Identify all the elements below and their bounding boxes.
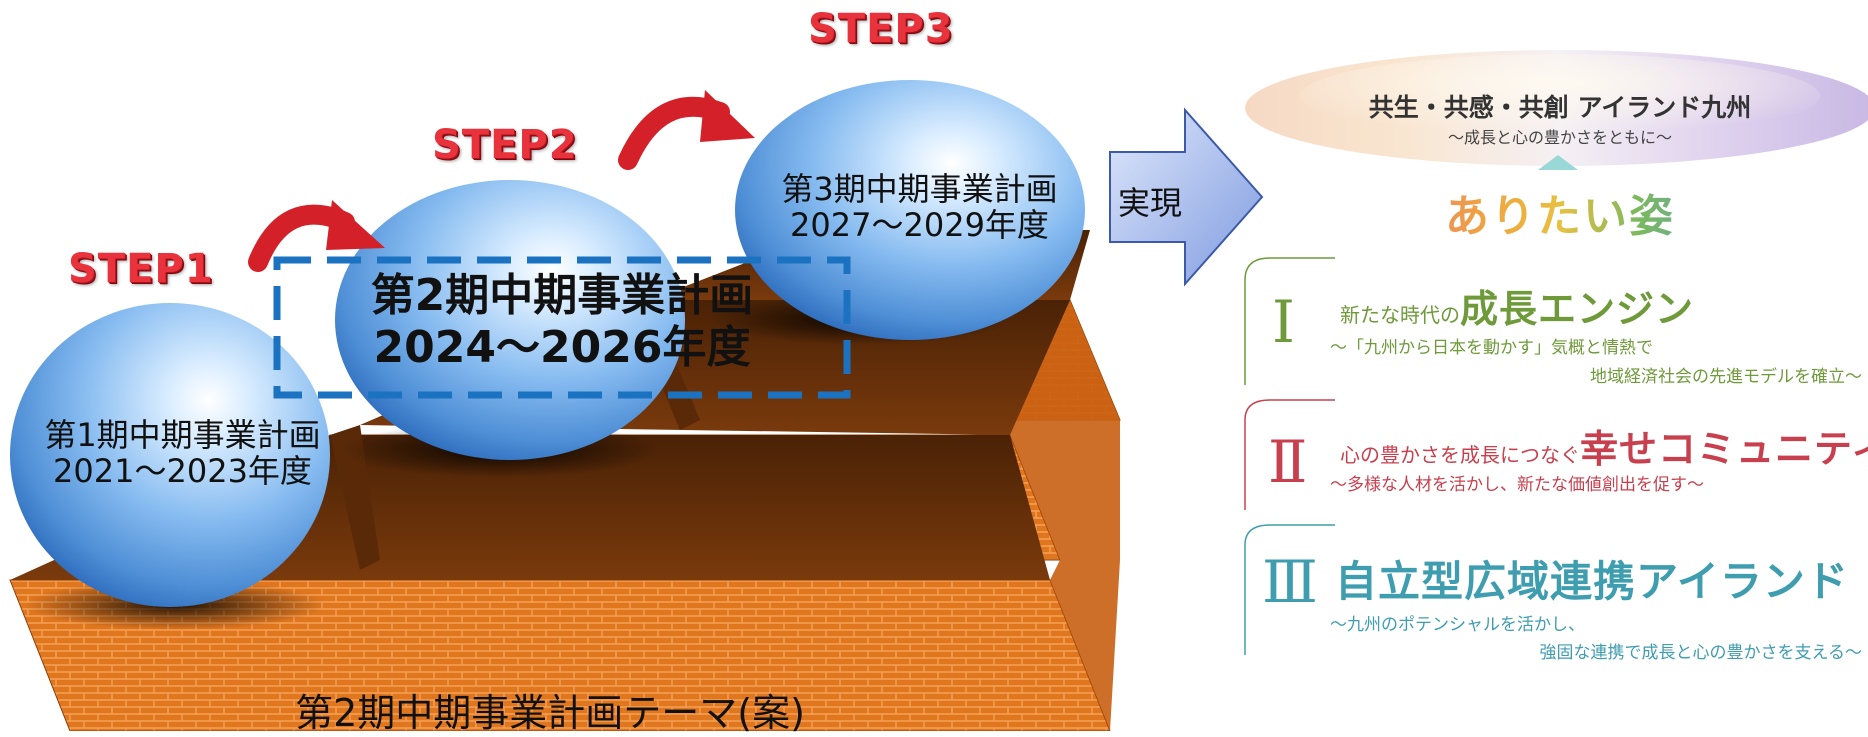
sphere-2 — [335, 180, 685, 460]
stair-riser-1 — [330, 425, 380, 570]
pillar-1-sub2: 地域経済社会の先進モデルを確立～ — [1590, 367, 1862, 387]
pillar-1-lead: 新たな時代の — [1340, 303, 1460, 327]
pillar-2-emphasis: 幸せコミュニティ — [1580, 427, 1868, 471]
connector-triangle — [1538, 155, 1578, 170]
pillar-1-numeral: Ⅰ — [1272, 288, 1295, 356]
sphere-1 — [10, 303, 330, 607]
pillar-frame-3 — [1244, 524, 1335, 655]
block-arrow — [1109, 107, 1264, 287]
plan-3: 第3期中期事業計画 2027～2029年度 — [742, 170, 1097, 244]
stair-side — [1000, 300, 1120, 731]
plan-1-title: 第1期中期事業計画 — [44, 416, 321, 454]
pillar-3-numeral: Ⅲ — [1262, 548, 1318, 616]
pillar-3-sub2: 強固な連携で成長と心の豊かさを支える～ — [1539, 643, 1863, 663]
plan-1: 第1期中期事業計画 2021～2023年度 — [10, 416, 355, 490]
pillar-1-sub1: ～「九州から日本を動かす」気概と情熱で — [1330, 338, 1653, 358]
vision-title: 共生・共感・共創 アイランド九州 — [1368, 93, 1752, 122]
step1-label: STEP1 — [68, 246, 214, 292]
pillar-1-emphasis: 成長エンジン — [1460, 287, 1695, 331]
sphere-3 — [735, 80, 1085, 340]
plan-2-period: 2024～2026年度 — [373, 321, 751, 373]
plan-3-title: 第3期中期事業計画 — [781, 170, 1058, 208]
plan-3-period: 2027～2029年度 — [790, 205, 1049, 244]
pillar-2-numeral: Ⅱ — [1268, 428, 1308, 496]
ideal-heading: ありたい姿 — [1360, 180, 1760, 244]
step3-label: STEP3 — [808, 6, 954, 52]
plan-2: 第2期中期事業計画 2024～2026年度 — [282, 270, 842, 374]
vision-subtitle: ～成長と心の豊かさをともに～ — [1447, 128, 1672, 147]
pillar-3-emphasis: 自立型広域連携アイランド — [1335, 557, 1849, 606]
pillar-frame-2 — [1244, 399, 1335, 510]
arrow-label: 実現 — [1118, 184, 1183, 222]
pillar-frame-1 — [1244, 257, 1335, 385]
plan-1-period: 2021～2023年度 — [53, 451, 312, 490]
curve-arrow-2 — [618, 90, 755, 170]
step2-label: STEP2 — [432, 122, 578, 168]
pillar-2-lead: 心の豊かさを成長につなぐ — [1340, 443, 1580, 467]
curve-arrow-1 — [248, 200, 385, 272]
pillar-2-sub1: ～多様な人材を活かし、新たな価値創出を促す～ — [1330, 475, 1704, 495]
plan-2-title: 第2期中期事業計画 — [370, 270, 754, 321]
pillar-3-sub1: ～九州のポテンシャルを活かし、 — [1330, 615, 1585, 635]
diagram-caption: 第2期中期事業計画テーマ(案) — [295, 691, 805, 735]
